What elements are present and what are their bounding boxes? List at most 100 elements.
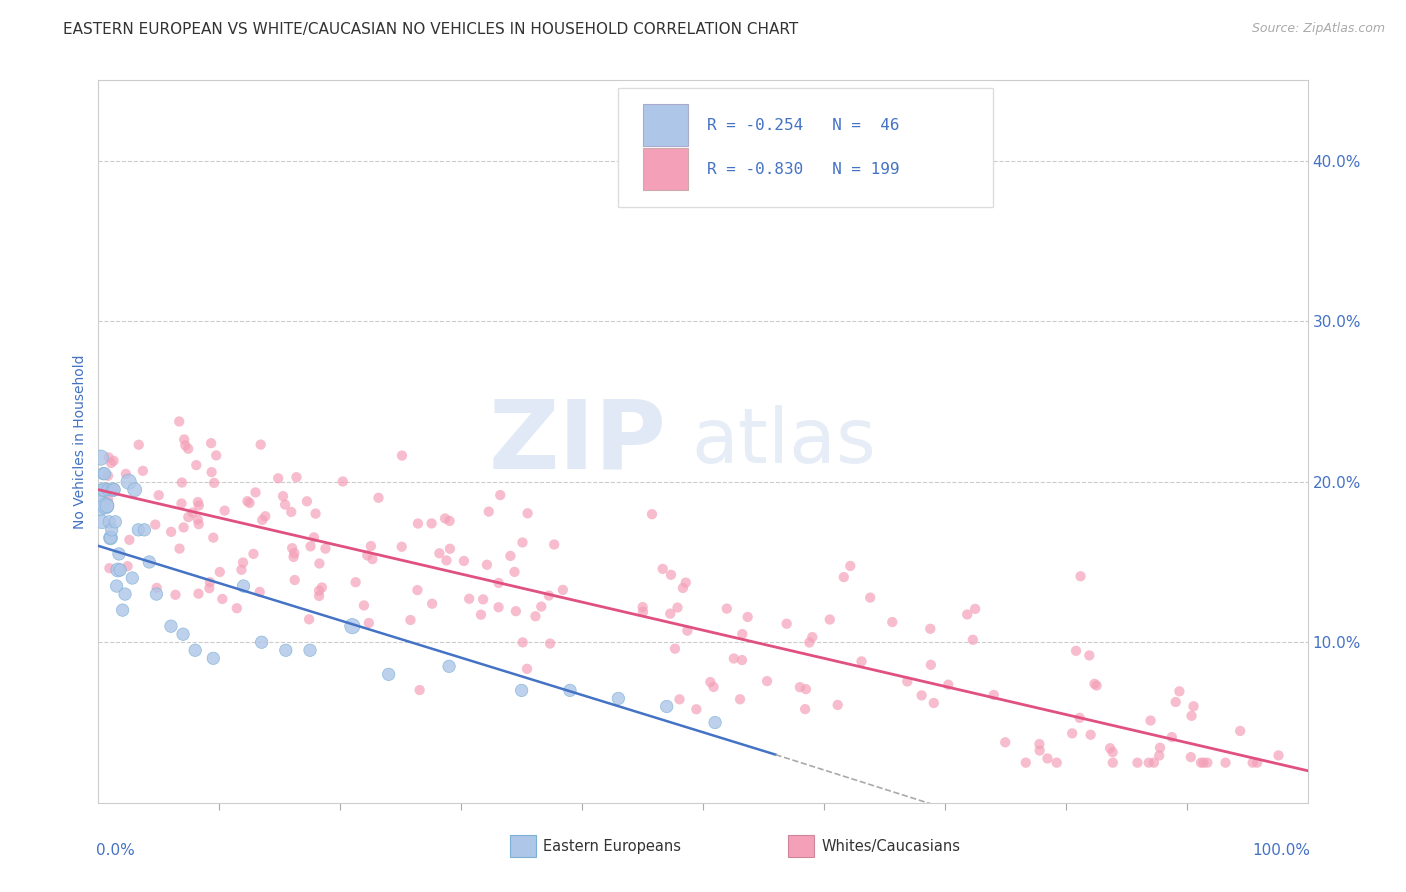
Text: R = -0.254   N =  46: R = -0.254 N = 46 [707, 118, 898, 133]
Point [357, 615, 380, 630]
Point [543, 537, 565, 551]
Point [198, 575, 221, 590]
Point [1126, 756, 1149, 770]
Point [794, 702, 817, 716]
Point [1101, 745, 1123, 759]
Point [361, 552, 384, 566]
Bar [509, 835, 536, 857]
Point [271, 489, 294, 503]
Point [214, 503, 236, 517]
Point [231, 563, 253, 577]
Point [551, 582, 574, 597]
Point [118, 533, 141, 547]
Point [1147, 748, 1170, 763]
Point [1064, 644, 1087, 658]
Point [672, 581, 695, 595]
Point [1229, 723, 1251, 738]
Point [631, 600, 654, 615]
Point [165, 588, 187, 602]
Point [756, 674, 779, 689]
Point [91, 467, 114, 481]
Point [439, 514, 461, 528]
Point [882, 615, 904, 629]
Point [308, 589, 330, 603]
Point [111, 603, 134, 617]
Point [128, 438, 150, 452]
Point [170, 496, 193, 510]
Point [1028, 737, 1050, 751]
Point [101, 483, 124, 497]
Point [516, 506, 538, 520]
Point [1180, 709, 1202, 723]
Point [94, 499, 117, 513]
Point [399, 613, 422, 627]
Point [910, 689, 932, 703]
Point [704, 715, 727, 730]
Point [801, 630, 824, 644]
Bar [643, 148, 689, 190]
Point [283, 549, 305, 564]
Point [177, 442, 200, 456]
Point [420, 516, 443, 531]
Point [134, 523, 156, 537]
Point [659, 567, 682, 582]
Point [458, 591, 481, 606]
Point [651, 562, 673, 576]
Point [1080, 728, 1102, 742]
Point [699, 675, 721, 690]
Point [91, 483, 114, 497]
Point [232, 579, 254, 593]
Point [187, 517, 209, 532]
Point [143, 517, 166, 532]
Point [360, 539, 382, 553]
Point [304, 507, 326, 521]
Point [1182, 699, 1205, 714]
Point [93, 483, 115, 497]
Point [1267, 748, 1289, 763]
Point [439, 541, 461, 556]
Point [1149, 740, 1171, 755]
Point [242, 547, 264, 561]
Point [100, 456, 122, 470]
Point [174, 438, 197, 452]
Point [1137, 756, 1160, 770]
Point [186, 458, 208, 472]
Point [187, 495, 209, 509]
Point [202, 651, 225, 665]
Point [160, 524, 183, 539]
Point [236, 494, 259, 508]
Point [1085, 679, 1108, 693]
Point [93, 467, 115, 481]
Point [728, 692, 751, 706]
Point [851, 654, 873, 668]
Point [1143, 756, 1166, 770]
Point [794, 682, 817, 697]
Point [965, 602, 987, 616]
FancyBboxPatch shape [619, 87, 993, 207]
Point [208, 565, 231, 579]
Point [299, 539, 322, 553]
Point [98, 561, 121, 575]
Point [187, 512, 209, 526]
Point [839, 558, 862, 573]
Point [314, 541, 336, 556]
Point [437, 659, 460, 673]
Point [198, 581, 221, 595]
Bar [787, 835, 814, 857]
Point [420, 597, 443, 611]
Point [434, 511, 457, 525]
Point [167, 415, 190, 429]
Point [530, 599, 553, 614]
Point [250, 635, 273, 649]
Point [200, 436, 222, 450]
Point [145, 581, 167, 595]
Point [173, 520, 195, 534]
Point [267, 471, 290, 485]
Point [664, 641, 686, 656]
Point [1180, 750, 1202, 764]
Point [503, 565, 526, 579]
Point [353, 599, 375, 613]
Point [962, 632, 984, 647]
Point [775, 616, 797, 631]
Point [187, 587, 209, 601]
